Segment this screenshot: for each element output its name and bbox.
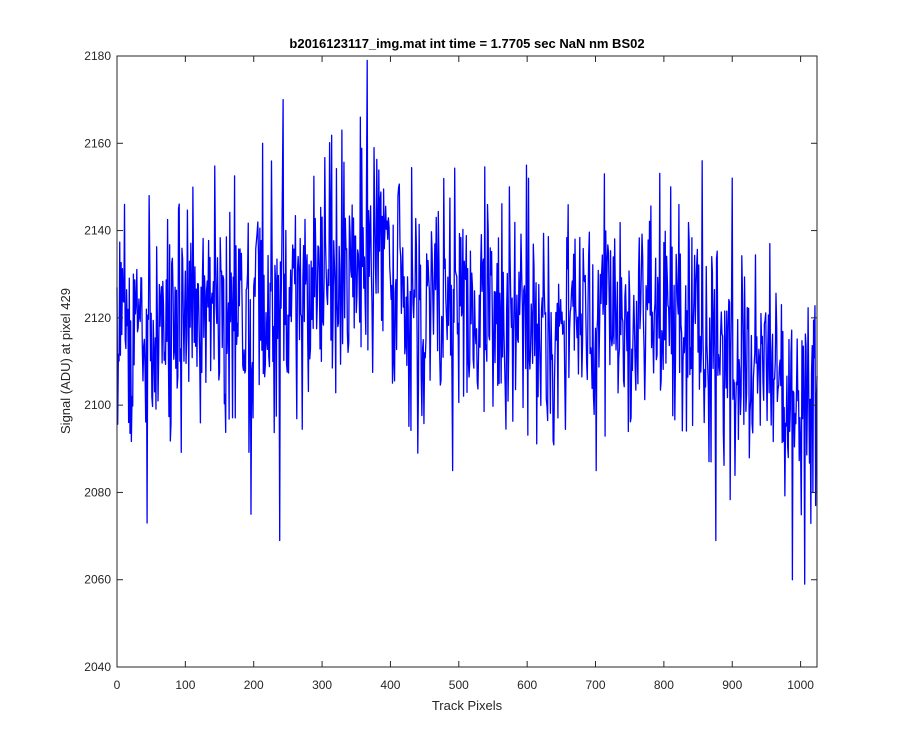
y-ticks: 2040 2060 2080 2100 2120 2140 2160 2180 xyxy=(84,49,817,674)
x-tick-label: 100 xyxy=(175,678,195,692)
y-axis-label: Signal (ADU) at pixel 429 xyxy=(58,288,73,434)
series-line xyxy=(116,59,818,585)
axes-box xyxy=(116,55,818,668)
y-tick-label: 2120 xyxy=(84,311,111,325)
x-axis-label: Track Pixels xyxy=(432,698,503,713)
y-tick-label: 2100 xyxy=(84,398,111,412)
x-tick-label: 700 xyxy=(586,678,606,692)
x-tick-label: 800 xyxy=(654,678,674,692)
x-tick-label: 200 xyxy=(244,678,264,692)
x-tick-label: 900 xyxy=(722,678,742,692)
y-tick-label: 2040 xyxy=(84,660,111,674)
y-tick-label: 2060 xyxy=(84,573,111,587)
x-tick-label: 600 xyxy=(517,678,537,692)
x-tick-label: 1000 xyxy=(787,678,814,692)
series-layer xyxy=(116,59,818,585)
y-tick-label: 2080 xyxy=(84,485,111,499)
y-tick-label: 2140 xyxy=(84,224,111,238)
y-tick-label: 2180 xyxy=(84,49,111,63)
x-tick-label: 300 xyxy=(312,678,332,692)
x-ticks: 0 100 200 300 400 500 600 700 800 900 1000 xyxy=(114,56,814,692)
y-tick-label: 2160 xyxy=(84,136,111,150)
chart-title: b2016123117_img.mat int time = 1.7705 se… xyxy=(289,36,644,51)
x-tick-label: 400 xyxy=(380,678,400,692)
x-tick-label: 0 xyxy=(114,678,121,692)
x-tick-label: 500 xyxy=(449,678,469,692)
